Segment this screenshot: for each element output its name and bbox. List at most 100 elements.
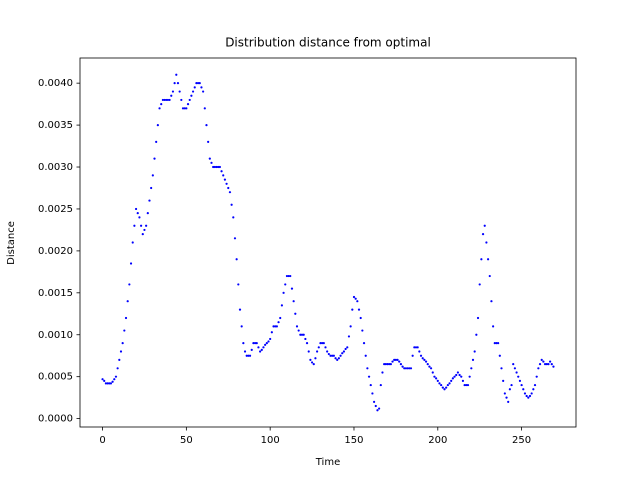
point bbox=[260, 348, 263, 351]
point bbox=[245, 354, 248, 357]
point bbox=[124, 316, 128, 320]
point bbox=[466, 383, 470, 387]
point bbox=[128, 283, 131, 286]
point bbox=[522, 388, 525, 391]
point bbox=[386, 363, 389, 366]
point bbox=[314, 357, 317, 360]
point bbox=[378, 407, 381, 410]
point bbox=[250, 348, 253, 351]
point bbox=[433, 375, 436, 378]
point bbox=[106, 382, 109, 385]
point bbox=[121, 342, 124, 345]
point bbox=[413, 346, 416, 349]
point bbox=[364, 354, 367, 357]
point bbox=[255, 342, 258, 345]
point bbox=[178, 90, 181, 93]
point bbox=[175, 73, 178, 76]
point bbox=[238, 308, 242, 311]
point bbox=[104, 382, 107, 385]
point bbox=[210, 161, 213, 164]
x-tick-label: 50 bbox=[180, 435, 193, 446]
point bbox=[540, 358, 543, 362]
point bbox=[134, 207, 138, 211]
point bbox=[411, 354, 414, 357]
point bbox=[299, 333, 302, 336]
point bbox=[185, 107, 188, 110]
point bbox=[455, 373, 458, 377]
point bbox=[470, 367, 473, 370]
point bbox=[168, 98, 171, 102]
point bbox=[220, 170, 223, 173]
point bbox=[394, 358, 397, 362]
point bbox=[384, 363, 387, 366]
point bbox=[513, 367, 517, 370]
point bbox=[252, 342, 255, 345]
x-tick-label: 0 bbox=[99, 435, 105, 446]
point bbox=[264, 343, 267, 346]
point bbox=[284, 283, 287, 286]
point bbox=[103, 379, 106, 382]
point bbox=[366, 367, 369, 370]
point bbox=[280, 304, 284, 307]
point bbox=[490, 300, 493, 303]
point bbox=[441, 386, 444, 389]
point bbox=[488, 274, 491, 278]
point bbox=[381, 371, 384, 374]
point bbox=[310, 361, 314, 364]
point bbox=[235, 258, 238, 261]
point bbox=[326, 350, 329, 353]
point bbox=[502, 379, 505, 382]
point bbox=[346, 346, 349, 349]
point bbox=[119, 350, 123, 353]
point bbox=[532, 388, 535, 391]
point bbox=[136, 212, 139, 215]
point bbox=[217, 165, 220, 169]
point bbox=[240, 325, 243, 328]
point bbox=[458, 373, 461, 377]
point bbox=[166, 98, 170, 102]
point bbox=[195, 82, 198, 85]
point bbox=[376, 409, 379, 412]
point bbox=[155, 140, 158, 143]
point bbox=[372, 400, 376, 403]
point bbox=[446, 383, 449, 387]
x-axis-label: Time bbox=[315, 457, 340, 468]
point bbox=[357, 308, 361, 311]
point bbox=[399, 363, 403, 366]
point bbox=[227, 186, 230, 190]
point bbox=[351, 308, 354, 311]
point bbox=[222, 174, 225, 177]
point bbox=[113, 378, 116, 381]
point bbox=[339, 354, 342, 357]
point bbox=[485, 241, 488, 244]
point bbox=[498, 354, 501, 357]
point bbox=[101, 378, 104, 381]
point bbox=[205, 123, 208, 127]
point bbox=[429, 367, 433, 370]
y-tick-label: 0.0005 bbox=[38, 372, 73, 383]
point bbox=[393, 358, 396, 362]
point bbox=[460, 375, 463, 378]
point bbox=[408, 367, 411, 370]
point bbox=[538, 363, 542, 366]
point bbox=[431, 371, 434, 374]
point bbox=[294, 312, 297, 315]
point bbox=[463, 383, 466, 387]
point bbox=[543, 363, 547, 366]
point bbox=[312, 363, 315, 366]
y-tick-label: 0.0000 bbox=[38, 414, 73, 425]
point bbox=[334, 357, 337, 360]
point bbox=[424, 360, 428, 363]
point bbox=[188, 98, 191, 102]
point bbox=[163, 98, 166, 102]
point bbox=[150, 186, 153, 190]
point bbox=[158, 107, 161, 110]
x-tick-label: 250 bbox=[512, 435, 531, 446]
point bbox=[259, 350, 262, 353]
point bbox=[508, 388, 511, 391]
point bbox=[302, 333, 305, 336]
point bbox=[292, 300, 295, 303]
point bbox=[383, 363, 386, 366]
point bbox=[525, 394, 528, 398]
